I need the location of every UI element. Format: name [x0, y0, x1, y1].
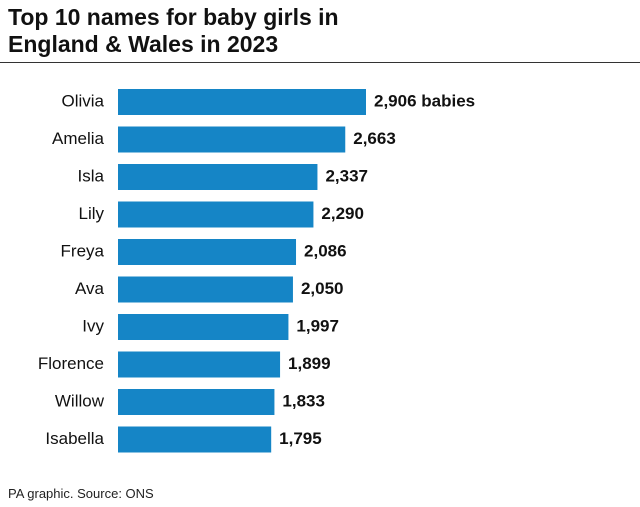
bar: [118, 239, 297, 265]
category-label: Amelia: [52, 129, 105, 148]
value-label: 2,086: [304, 241, 347, 260]
category-label: Freya: [61, 241, 105, 260]
title-rule: [0, 62, 640, 63]
value-label: 1,997: [296, 316, 339, 335]
bar: [118, 126, 346, 153]
category-label: Ivy: [82, 316, 104, 335]
chart-title: Top 10 names for baby girls in England &…: [8, 4, 339, 57]
bar: [118, 89, 366, 115]
category-label: Isabella: [45, 429, 104, 448]
plot: Olivia 2,906 babies Amelia 2,663 Isla 2,337 Li…: [38, 89, 475, 453]
category-label: Florence: [38, 354, 104, 373]
value-label: 2,906 babies: [374, 91, 475, 110]
category-label: Isla: [78, 166, 105, 185]
value-label: 1,899: [288, 354, 331, 373]
bar: [118, 201, 314, 228]
value-label: 2,663: [353, 129, 396, 148]
value-label: 2,290: [321, 204, 364, 223]
bar: [118, 276, 293, 303]
category-label: Willow: [55, 391, 105, 410]
category-label: Ava: [75, 279, 105, 298]
value-label: 1,833: [282, 391, 325, 410]
value-label: 2,337: [325, 166, 368, 185]
bar: [118, 351, 281, 378]
bar: [118, 426, 272, 453]
source-note: PA graphic. Source: ONS: [8, 486, 154, 501]
bar: [118, 389, 275, 415]
category-label: Olivia: [61, 91, 104, 110]
bar: [118, 164, 318, 190]
value-label: 2,050: [301, 279, 344, 298]
value-label: 1,795: [279, 429, 322, 448]
category-label: Lily: [78, 204, 104, 223]
bar: [118, 314, 289, 340]
